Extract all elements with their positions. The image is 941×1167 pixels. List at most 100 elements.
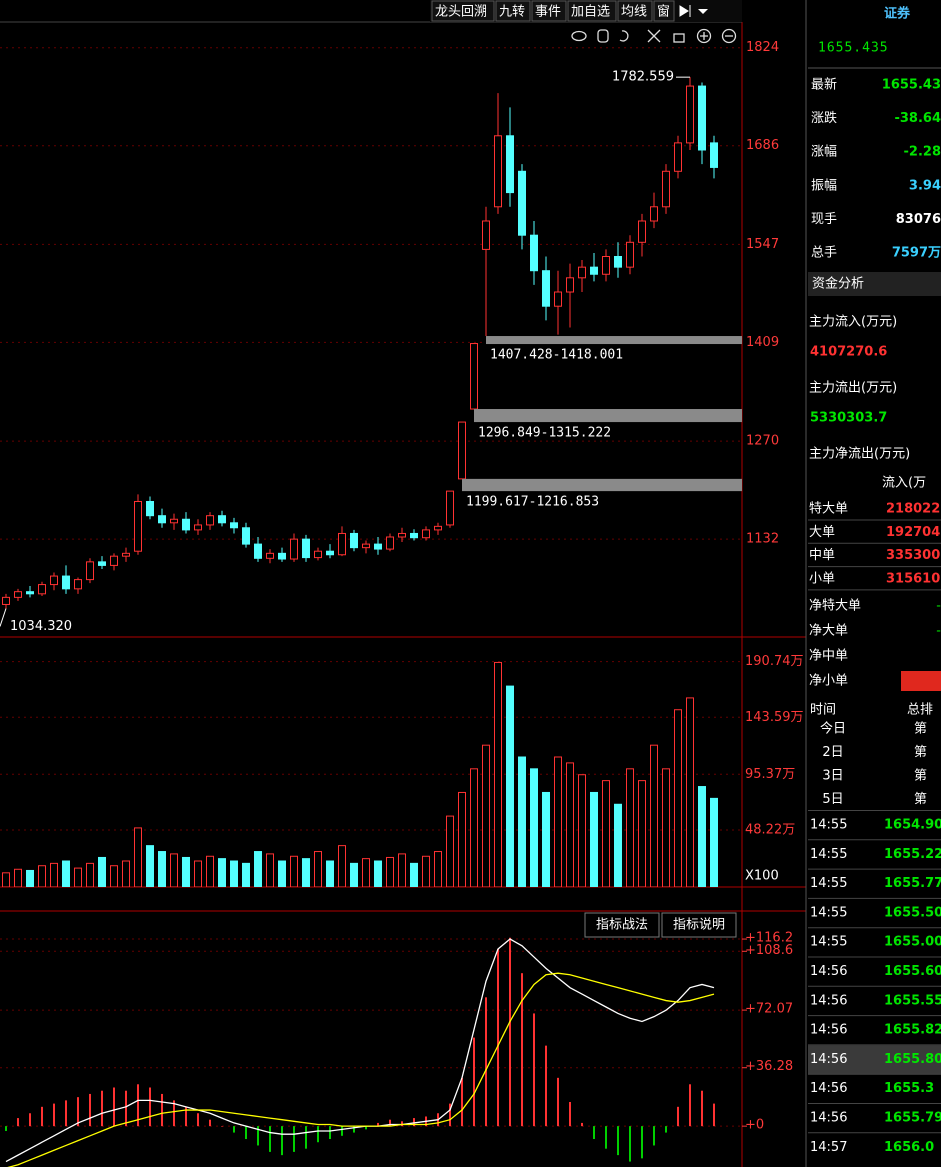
y-tick-label: 48.22万 bbox=[745, 823, 795, 838]
volume-bar bbox=[314, 851, 322, 887]
volume-bar bbox=[614, 803, 622, 887]
macd-bar bbox=[305, 1126, 307, 1149]
candle-body bbox=[470, 343, 478, 410]
y-tick-label: +108.6 bbox=[745, 943, 793, 958]
toolbar-icon-menu[interactable] bbox=[698, 9, 708, 14]
indicator-button-label[interactable]: 指标战法 bbox=[596, 918, 648, 933]
chart-tools[interactable] bbox=[571, 28, 737, 44]
toolbar-label[interactable]: 窗 bbox=[657, 4, 670, 20]
rank-header: 总排 bbox=[907, 703, 933, 718]
candle-body bbox=[242, 527, 250, 545]
rank-value: 第 bbox=[914, 745, 927, 760]
tick-price: 1655.3 bbox=[884, 1081, 934, 1096]
toolbar-button[interactable] bbox=[531, 0, 567, 22]
macd-bar bbox=[341, 1126, 343, 1136]
tick-price: 1655.60 bbox=[884, 964, 941, 979]
toolbar-label[interactable]: 龙头回溯 bbox=[435, 4, 487, 20]
candle-body bbox=[458, 421, 466, 480]
net-label: 净中单 bbox=[809, 649, 848, 664]
macd-bar bbox=[353, 1126, 355, 1133]
net-label: 净小单 bbox=[809, 674, 848, 689]
macd-bar bbox=[173, 1100, 175, 1127]
volume-bar bbox=[590, 791, 598, 887]
macd-bar bbox=[329, 1126, 331, 1140]
candle-body bbox=[170, 518, 178, 524]
tick-price: 1655.79 bbox=[884, 1111, 941, 1126]
flow-label: 主力净流出(万元) bbox=[809, 447, 910, 462]
tick-price: 1655.50 bbox=[884, 905, 941, 920]
order-value: 218022 bbox=[886, 502, 940, 517]
macd-bar bbox=[605, 1126, 607, 1149]
tick-time: 14:57 bbox=[810, 1140, 847, 1155]
macd-bar bbox=[557, 1077, 559, 1127]
flow-label: 主力流入(万元) bbox=[809, 315, 897, 330]
candle-body bbox=[398, 532, 406, 538]
macd-bar bbox=[629, 1126, 631, 1162]
candle-body bbox=[638, 220, 646, 243]
macd-bar bbox=[125, 1090, 127, 1127]
volume-bar bbox=[566, 762, 574, 887]
candle-body bbox=[602, 256, 610, 275]
macd-bar bbox=[5, 1126, 7, 1131]
gap-band bbox=[462, 478, 742, 492]
candle-body bbox=[578, 266, 586, 279]
tick-time: 14:55 bbox=[810, 905, 847, 920]
toolbar-label[interactable]: 九转 bbox=[499, 5, 525, 20]
volume-bar bbox=[230, 860, 238, 887]
candle-body bbox=[686, 85, 694, 144]
candle-body bbox=[254, 543, 262, 559]
toolbar-icon-pin[interactable] bbox=[679, 5, 691, 17]
candle-body bbox=[110, 555, 118, 566]
order-label: 小单 bbox=[809, 571, 835, 586]
tool-undo[interactable] bbox=[619, 30, 629, 42]
macd-bar bbox=[29, 1113, 31, 1127]
macd-bar bbox=[221, 1126, 223, 1127]
toolbar-button[interactable] bbox=[567, 0, 617, 22]
indicator-button-label[interactable]: 指标说明 bbox=[673, 918, 725, 933]
tool-zoom-out[interactable] bbox=[721, 28, 737, 44]
stat-label: 涨跌 bbox=[811, 110, 837, 126]
indicator-button[interactable] bbox=[584, 912, 660, 938]
macd-line bbox=[5, 938, 715, 1163]
toolbar-label[interactable]: 加自选 bbox=[571, 5, 610, 20]
candle-body bbox=[710, 142, 718, 168]
macd-bar bbox=[473, 1037, 475, 1127]
net-label: 净大单 bbox=[809, 624, 848, 639]
y-tick-label: +0 bbox=[745, 1118, 764, 1133]
indicator-button[interactable] bbox=[661, 912, 737, 938]
volume-bar bbox=[290, 855, 298, 887]
volume-bar bbox=[686, 697, 694, 887]
candle-body bbox=[482, 220, 490, 250]
tool-eye[interactable] bbox=[571, 30, 587, 42]
toolbar-button[interactable] bbox=[495, 0, 531, 22]
macd-bar bbox=[581, 1122, 583, 1127]
toolbar-button[interactable] bbox=[653, 0, 675, 22]
toolbar-button[interactable] bbox=[617, 0, 653, 22]
volume-bar bbox=[14, 868, 22, 887]
tool-zoom-in[interactable] bbox=[696, 28, 712, 44]
quote-panel: 证券 1655.435 最新 1655.43 涨跌 -38.64 涨幅 -2.28 振幅 3.94… bbox=[808, 6, 941, 1155]
candle-body bbox=[38, 584, 46, 595]
net-label: 净特大单 bbox=[809, 599, 861, 614]
tool-cut[interactable] bbox=[647, 29, 661, 43]
tool-lock[interactable] bbox=[673, 33, 685, 43]
macd-bar bbox=[665, 1126, 667, 1133]
macd-bar bbox=[449, 1103, 451, 1127]
macd-panel bbox=[0, 937, 742, 1167]
volume-bar bbox=[218, 858, 226, 887]
candle-body bbox=[26, 591, 34, 595]
macd-bar bbox=[53, 1103, 55, 1127]
toolbar-button[interactable] bbox=[431, 0, 495, 22]
macd-bar bbox=[413, 1118, 415, 1127]
volume-bar bbox=[410, 862, 418, 887]
candle-body bbox=[122, 552, 130, 557]
macd-bar bbox=[197, 1113, 199, 1127]
rank-value: 第 bbox=[914, 722, 927, 737]
flow-label: 主力流出(万元) bbox=[809, 381, 897, 396]
toolbar-label[interactable]: 均线 bbox=[621, 5, 647, 20]
volume-bar bbox=[482, 744, 490, 887]
y-tick-label: 190.74万 bbox=[745, 654, 804, 669]
toolbar-label[interactable]: 事件 bbox=[535, 5, 561, 20]
tool-hand[interactable] bbox=[597, 29, 609, 43]
macd-bar bbox=[497, 949, 499, 1127]
